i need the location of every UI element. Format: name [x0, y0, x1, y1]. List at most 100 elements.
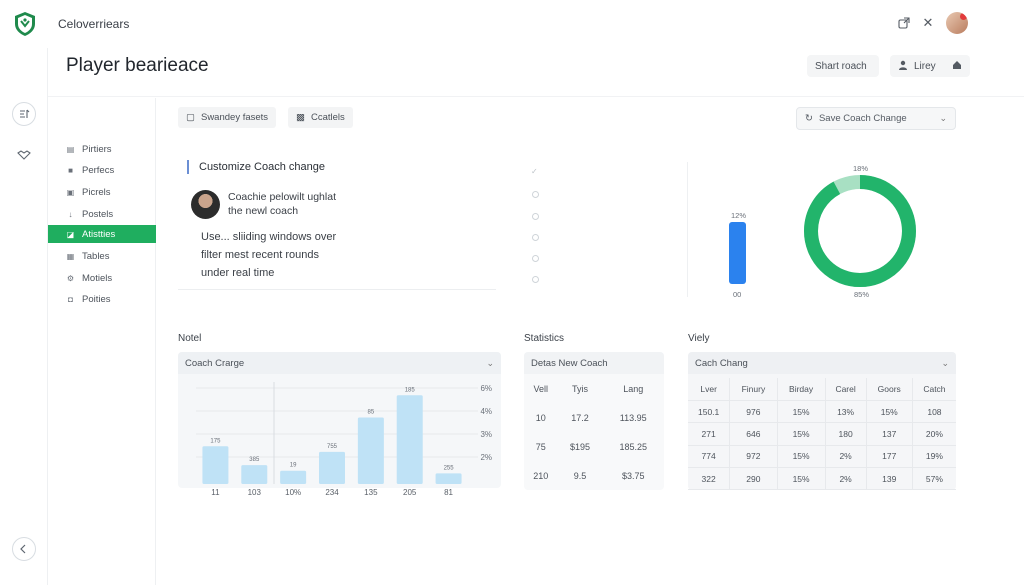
chevron-down-icon: ⌄	[939, 113, 947, 123]
bar-2[interactable]	[280, 470, 307, 484]
grid-icon: ▩	[296, 112, 305, 123]
nav-item-label: Atistties	[82, 228, 116, 240]
gauge-fill	[729, 222, 746, 284]
nav-item-perfecs[interactable]: ■ Perfecs	[48, 161, 156, 179]
y-tick-label: 6%	[480, 384, 492, 393]
view-header-row: Lver Finury Birday Carel Goors Catch	[688, 378, 956, 401]
switch-icon[interactable]	[12, 102, 36, 126]
coach-avatar	[191, 190, 220, 219]
statistics-panel: Detas New Coach Vell Tyis Lang 10 17.2 1…	[524, 352, 664, 490]
bar-1[interactable]	[241, 465, 268, 484]
nav-item-label: Pirtiers	[82, 143, 112, 155]
bar-data-label: 85	[368, 409, 375, 415]
table-cell: 976	[729, 400, 778, 424]
stats-column-header: Vell	[533, 383, 549, 394]
radio-option[interactable]	[532, 213, 539, 220]
bar-data-label: 175	[210, 438, 221, 444]
table-cell: 139	[866, 467, 913, 491]
radio-option[interactable]	[532, 255, 539, 262]
bar-6[interactable]	[435, 473, 462, 484]
table-cell: 322	[688, 467, 731, 491]
y-tick-label: 3%	[480, 430, 492, 439]
nav-item-tables[interactable]: ▦ Tables	[48, 247, 156, 265]
table-cell: $3.75	[621, 470, 645, 481]
view-column-header[interactable]: Finury	[729, 378, 778, 401]
shield-logo-icon[interactable]	[13, 11, 37, 37]
customize-line-1: Coachie pelowilt ughlat	[228, 191, 336, 203]
collapse-icon[interactable]	[12, 537, 36, 561]
calendar-icon: ▢	[186, 112, 195, 123]
view-panel: Cach Chang ⌄ Lver Finury Birday Carel Go…	[688, 352, 956, 491]
refresh-icon: ↻	[805, 113, 813, 124]
table-row: 322 290 15% 2% 139 57%	[688, 467, 956, 491]
bar-data-label: 19	[290, 463, 297, 469]
gauge-bottom-label: 00	[733, 290, 742, 299]
bar-data-label: 185	[405, 387, 416, 393]
section-label-notel: Notel	[178, 333, 202, 344]
table-cell: 137	[866, 422, 913, 446]
customize-card: Customize Coach change Coachie pelowilt …	[178, 150, 496, 290]
nav-item-motiels[interactable]: ⚙ Motiels	[48, 269, 156, 287]
donut-primary-arc	[804, 175, 916, 287]
nav-item-postels[interactable]: ↓ Postels	[48, 205, 156, 223]
table-cell: 15%	[777, 422, 826, 446]
radio-option[interactable]	[532, 191, 539, 198]
section-divider	[687, 162, 688, 297]
user-avatar[interactable]	[946, 12, 968, 34]
bar-panel-header[interactable]: Coach Crarge ⌄	[178, 352, 501, 374]
close-icon[interactable]: ✕	[922, 15, 934, 30]
nav-item-picrels[interactable]: ▣ Picrels	[48, 183, 156, 201]
nav-item-pirtiers[interactable]: ▤ Pirtiers	[48, 140, 156, 158]
radio-option[interactable]	[532, 276, 539, 283]
view-panel-header[interactable]: Cach Chang ⌄	[688, 352, 956, 374]
external-link-icon[interactable]	[895, 14, 913, 32]
table-cell: 17.2	[571, 412, 589, 423]
section-label-statistics: Statistics	[524, 333, 565, 344]
table-cell: 19%	[912, 445, 956, 469]
table-row: 271 646 15% 180 137 20%	[688, 422, 956, 446]
bar-3[interactable]	[319, 451, 345, 484]
table-row: 10 17.2 113.95	[524, 403, 664, 432]
page-title: Player beariеace	[66, 55, 209, 76]
table-cell: 75	[535, 441, 546, 452]
nav-item-poities[interactable]: ◘ Poities	[48, 290, 156, 308]
table-row: 210 9.5 $3.75	[524, 461, 664, 490]
radio-option[interactable]	[532, 234, 539, 241]
nav-item-label: Postels	[82, 208, 114, 220]
filter-chip-label: Swandey fasets	[200, 112, 269, 123]
left-rail	[0, 48, 48, 585]
user-menu-button[interactable]: Lirey	[890, 55, 970, 77]
table-cell: 774	[688, 445, 731, 469]
bar-data-label: 385	[249, 457, 260, 463]
view-column-header[interactable]: Catch	[912, 378, 956, 401]
stats-panel-header: Detas New Coach	[524, 352, 664, 374]
table-row: 75 $195 185.25	[524, 432, 664, 461]
filter-chip-swandey[interactable]: ▢ Swandey fasets	[178, 107, 277, 128]
view-column-header[interactable]: Carel	[825, 378, 867, 401]
nav-item-atistties[interactable]: ◪ Atistties	[48, 225, 156, 243]
short-reach-label: Shart roach	[815, 60, 867, 72]
bar-0[interactable]	[202, 446, 229, 484]
table-cell: 290	[729, 467, 778, 491]
side-nav: ▤ Pirtiers ■ Perfecs ▣ Picrels ↓ Postels…	[48, 98, 156, 585]
view-column-header[interactable]: Goors	[866, 378, 913, 401]
home-icon[interactable]	[952, 60, 962, 73]
chevron-down-icon: ⌄	[486, 357, 494, 368]
bar-4[interactable]	[357, 417, 384, 484]
bar-5[interactable]	[396, 395, 423, 484]
x-tick-label: 81	[444, 488, 453, 497]
image-icon: ▣	[66, 187, 75, 197]
table-cell: 177	[866, 445, 913, 469]
view-column-header[interactable]: Birday	[777, 378, 826, 401]
filter-chip-ccatlels[interactable]: ▩ Ccatlels	[288, 107, 353, 128]
accent-bar	[187, 160, 189, 174]
save-coach-select[interactable]: ↻ Save Coach Change ⌄	[796, 107, 956, 130]
bar-data-label: 255	[444, 465, 455, 471]
short-reach-button[interactable]: Shart roach	[807, 55, 879, 77]
table-cell: 15%	[777, 445, 826, 469]
table-cell: 15%	[777, 400, 826, 424]
download-icon: ↓	[68, 209, 73, 219]
view-column-header[interactable]: Lver	[688, 378, 731, 401]
handshake-icon[interactable]	[12, 143, 36, 167]
bar-panel-title: Coach Crarge	[185, 357, 245, 369]
